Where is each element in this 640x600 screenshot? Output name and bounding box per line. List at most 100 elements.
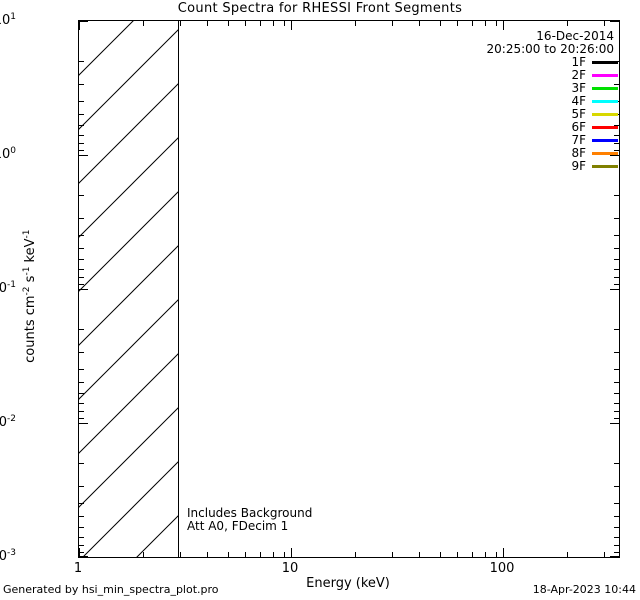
x-tick-minor [419, 552, 420, 557]
x-tick-top-minor [472, 21, 473, 26]
y-tick-minor [79, 369, 84, 370]
x-tick-minor [245, 552, 246, 557]
x-tick-minor [472, 552, 473, 557]
plot-annotations: Includes Background Att A0, FDecim 1 [187, 507, 312, 533]
y-tick-right-minor [614, 411, 619, 412]
y-tick-minor [79, 218, 84, 219]
x-tick-minor [228, 552, 229, 557]
x-tick-top-minor [273, 21, 274, 26]
y-tick-right-minor [614, 352, 619, 353]
y-tick-minor [79, 269, 84, 270]
x-tick-top-minor [604, 21, 605, 26]
hatched-excluded-region [79, 21, 179, 557]
x-tick-minor [260, 552, 261, 557]
x-tick-top-minor [207, 21, 208, 26]
y-tick-major [79, 21, 88, 22]
x-tick-minor [355, 552, 356, 557]
y-tick-minor [79, 516, 84, 517]
y-tick-right-minor [614, 277, 619, 278]
y-tick-minor [79, 486, 84, 487]
y-tick-right-minor [614, 235, 619, 236]
footer-timestamp: 18-Apr-2023 10:44 [532, 583, 636, 596]
y-tick-right-minor [614, 516, 619, 517]
x-tick-minor [392, 552, 393, 557]
x-tick-top-minor [260, 21, 261, 26]
legend: 16-Dec-2014 20:25:00 to 20:26:00 1F 2F 3F 4… [408, 30, 618, 173]
y-tick-right-minor [614, 218, 619, 219]
y-tick-major [79, 289, 88, 290]
x-tick-label: 100 [489, 561, 515, 576]
y-tick-minor [79, 503, 84, 504]
hatch-pattern-icon [79, 21, 179, 557]
legend-item-label: 5F [571, 107, 586, 121]
legend-item-9f[interactable]: 9F [408, 160, 618, 173]
y-tick-right-major [610, 21, 619, 22]
legend-color-swatch [592, 152, 618, 155]
legend-color-swatch [592, 87, 618, 90]
legend-time-range: 20:25:00 to 20:26:00 [486, 42, 614, 56]
y-tick-label: 10-2 [0, 413, 16, 431]
y-tick-right-minor [614, 135, 619, 136]
y-tick-right-minor [614, 284, 619, 285]
x-tick-top-minor [245, 21, 246, 26]
y-tick-right-minor [614, 503, 619, 504]
y-tick-minor [79, 418, 84, 419]
legend-item-1f[interactable]: 1F [408, 56, 618, 69]
legend-item-label: 7F [571, 133, 586, 147]
legend-item-label: 2F [571, 68, 586, 82]
x-tick-top-minor [143, 21, 144, 26]
y-tick-right-minor [614, 369, 619, 370]
legend-item-label: 8F [571, 146, 586, 160]
y-tick-right-major [610, 423, 619, 424]
y-tick-minor [79, 329, 84, 330]
x-tick-top-minor [392, 21, 393, 26]
legend-item-7f[interactable]: 7F [408, 134, 618, 147]
y-tick-right-minor [614, 143, 619, 144]
annotation-line-1: Includes Background [187, 506, 313, 520]
legend-color-swatch [592, 61, 618, 64]
x-tick-top-minor [440, 21, 441, 26]
hatch-region-boundary [178, 21, 179, 557]
x-tick-top-major [79, 21, 80, 30]
legend-items: 1F 2F 3F 4F 5F 6F 7F 8F 9F [408, 56, 618, 173]
annotation-line-2: Att A0, FDecim 1 [187, 519, 289, 533]
legend-item-3f[interactable]: 3F [408, 82, 618, 95]
y-tick-minor [79, 101, 84, 102]
legend-item-8f[interactable]: 8F [408, 147, 618, 160]
y-tick-minor [79, 382, 84, 383]
legend-color-swatch [592, 113, 618, 116]
y-tick-right-minor [614, 382, 619, 383]
y-tick-right-major [610, 289, 619, 290]
x-tick-top-major [291, 21, 292, 30]
x-tick-top-major [503, 21, 504, 30]
y-tick-label: 101 [0, 11, 16, 29]
y-tick-right-minor [614, 545, 619, 546]
legend-item-2f[interactable]: 2F [408, 69, 618, 82]
legend-item-6f[interactable]: 6F [408, 121, 618, 134]
footer-generator: Generated by hsi_min_spectra_plot.pro [3, 583, 219, 596]
y-tick-minor [79, 277, 84, 278]
y-tick-right-minor [614, 150, 619, 151]
y-tick-minor [79, 135, 84, 136]
legend-item-5f[interactable]: 5F [408, 108, 618, 121]
y-tick-right-minor [614, 195, 619, 196]
legend-color-swatch [592, 100, 618, 103]
x-tick-minor [207, 552, 208, 557]
x-tick-minor [180, 552, 181, 557]
y-tick-minor [79, 463, 84, 464]
x-axis-title: Energy (keV) [306, 576, 390, 591]
x-tick-top-minor [419, 21, 420, 26]
x-tick-top-minor [485, 21, 486, 26]
y-tick-major [79, 423, 88, 424]
x-tick-label: 10 [281, 561, 299, 576]
legend-color-swatch [592, 165, 618, 168]
legend-item-4f[interactable]: 4F [408, 95, 618, 108]
x-tick-top-minor [228, 21, 229, 26]
y-tick-minor [79, 393, 84, 394]
y-tick-right-minor [614, 552, 619, 553]
y-tick-right-minor [614, 418, 619, 419]
y-tick-right-minor [614, 248, 619, 249]
y-tick-right-minor [614, 463, 619, 464]
x-tick-top-minor [496, 21, 497, 26]
y-tick-right-minor [614, 84, 619, 85]
